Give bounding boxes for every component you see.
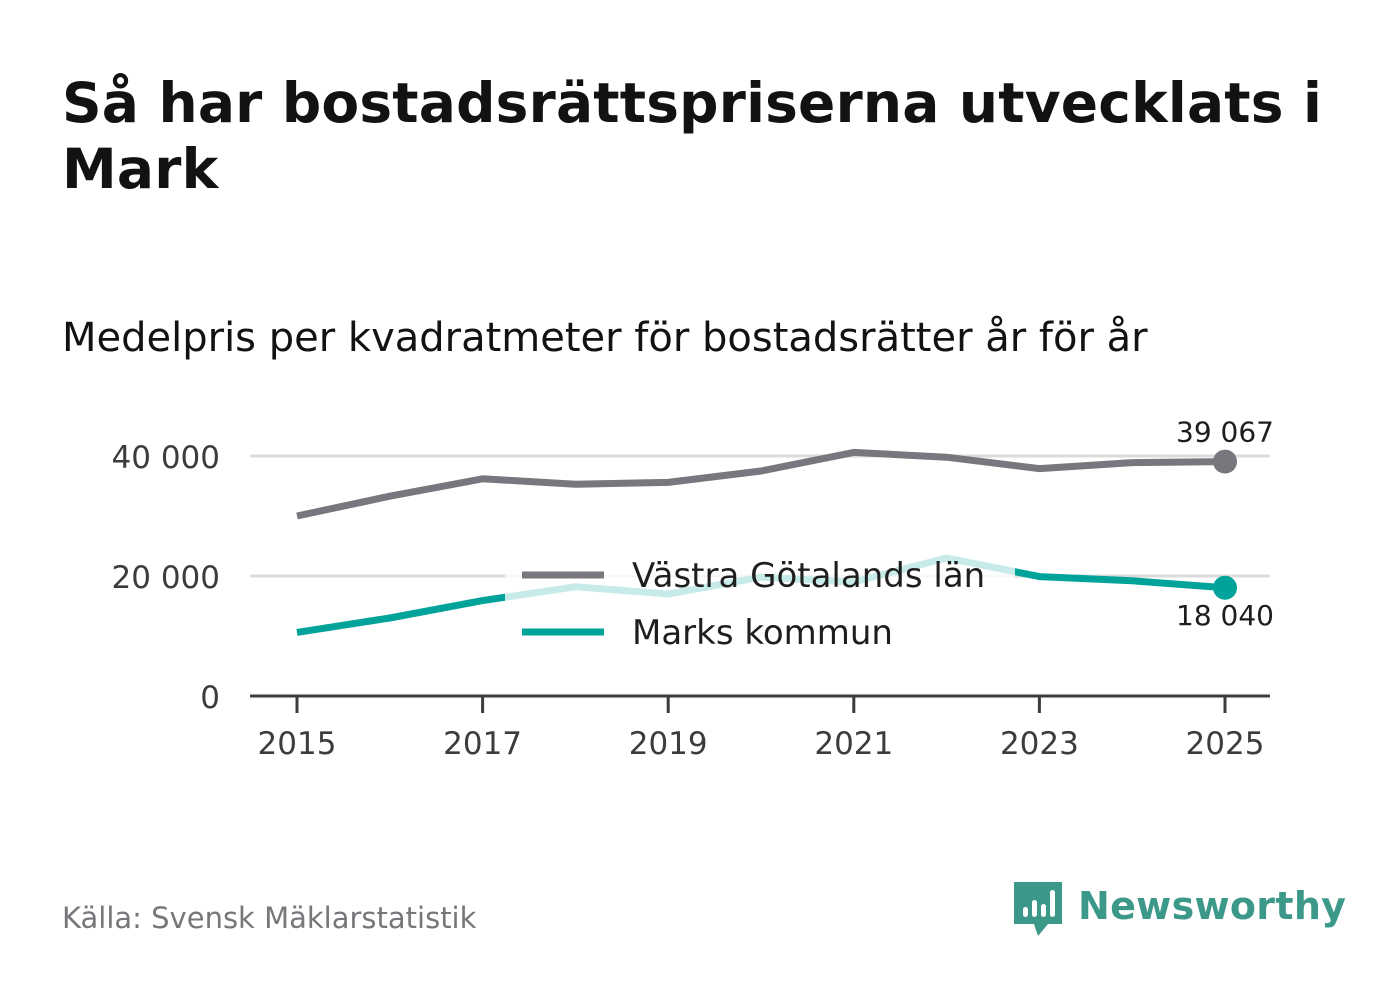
legend-label: Västra Götalands län	[632, 556, 985, 596]
brand-logo: Newsworthy	[1010, 878, 1346, 940]
legend-backdrop	[505, 540, 1015, 665]
x-tick-label: 2025	[1186, 726, 1265, 762]
newsworthy-logo-icon	[1014, 882, 1062, 936]
chart-subtitle: Medelpris per kvadratmeter för bostadsrä…	[62, 315, 1148, 361]
series-line-0	[296, 448, 1226, 520]
y-tick-label: 0	[200, 680, 220, 716]
x-tick-label: 2023	[1000, 726, 1079, 762]
y-tick-label: 40 000	[112, 440, 220, 476]
chart-title: Så har bostadsrättspriserna utvecklats i…	[62, 71, 1323, 201]
x-tick-label: 2019	[629, 726, 708, 762]
source-note: Källa: Svensk Mäklarstatistik	[62, 901, 477, 935]
x-tick-label: 2017	[443, 726, 522, 762]
series-end-label: 39 067	[1176, 416, 1274, 449]
legend-label: Marks kommun	[632, 613, 893, 653]
x-tick-label: 2021	[814, 726, 893, 762]
series-end-marker	[1213, 449, 1237, 474]
y-tick-label: 20 000	[112, 560, 220, 596]
series-end-marker	[1213, 575, 1237, 600]
brand-name: Newsworthy	[1078, 884, 1347, 928]
x-tick-label: 2015	[258, 726, 337, 762]
series-end-label: 18 040	[1176, 599, 1274, 632]
